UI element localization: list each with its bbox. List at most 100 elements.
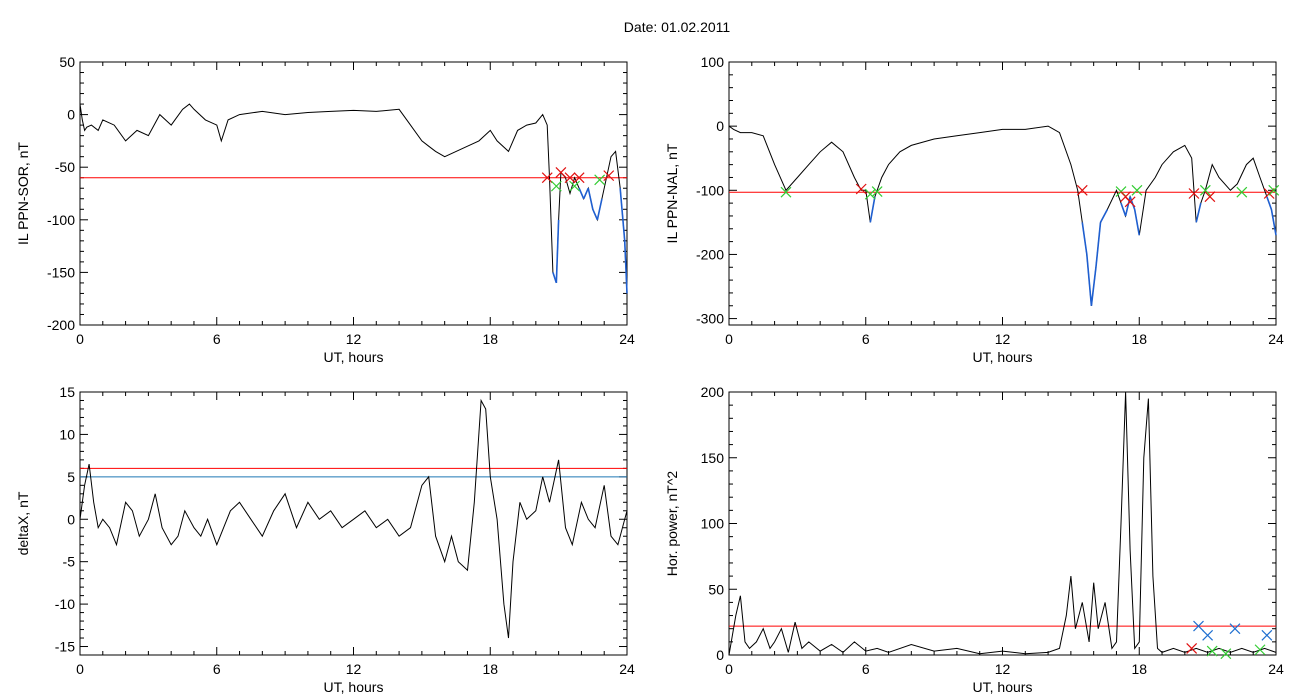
event-marker	[1236, 186, 1248, 198]
event-marker	[541, 172, 553, 184]
y-tick-label: 100	[701, 516, 725, 532]
y-axis-label: IL PPN-NAL, nT	[664, 143, 680, 243]
plot-frame	[79, 61, 628, 326]
plot-frame	[728, 391, 1277, 656]
y-tick-label: -200	[47, 317, 75, 333]
x-tick-label: 0	[76, 331, 84, 347]
event-marker	[1124, 196, 1136, 208]
page-title: Date: 01.02.2011	[623, 19, 731, 35]
series-line	[79, 103, 628, 294]
y-axis-label: Hor. power, nT^2	[664, 471, 680, 577]
x-tick-label: 18	[1131, 661, 1147, 677]
series-highlight-segment	[1090, 267, 1097, 306]
chart-panel-deltax: 0 6 12 18 24 -15 -10 -5 0 5 10 15 UT, hours deltaX, n…	[15, 384, 635, 695]
y-tick-label: 50	[59, 54, 75, 70]
x-tick-label: 0	[725, 661, 733, 677]
series-highlight-segment	[596, 198, 603, 220]
event-marker	[1202, 629, 1214, 641]
event-marker	[1206, 645, 1218, 657]
series-highlight-segment	[587, 188, 594, 210]
event-marker	[1186, 643, 1198, 654]
x-tick-label: 6	[213, 661, 221, 677]
x-tick-label: 24	[1268, 661, 1284, 677]
y-tick-label: 0	[67, 511, 75, 527]
y-axis-label: deltaX, nT	[15, 491, 31, 555]
y-tick-label: -300	[696, 311, 724, 327]
y-tick-label: 0	[67, 107, 75, 123]
series-highlight-segment	[869, 196, 876, 223]
y-tick-label: -5	[63, 554, 76, 570]
y-tick-label: 0	[716, 647, 724, 663]
y-tick-label: -100	[47, 212, 75, 228]
y-tick-label: -10	[55, 596, 75, 612]
event-marker	[1204, 191, 1216, 203]
y-tick-label: 100	[701, 54, 725, 70]
event-marker	[1254, 644, 1266, 656]
y-tick-label: 5	[67, 469, 75, 485]
y-tick-label: 0	[716, 118, 724, 134]
series-highlight-segment	[1081, 222, 1088, 255]
series-highlight-segment	[1099, 209, 1109, 223]
series-highlight-segment	[592, 208, 599, 221]
event-marker	[550, 180, 562, 192]
event-marker	[1263, 188, 1275, 199]
x-tick-label: 0	[76, 661, 84, 677]
x-tick-label: 6	[862, 661, 870, 677]
event-marker	[1131, 184, 1143, 196]
series-highlight-segment	[619, 188, 626, 241]
series-line	[79, 398, 628, 639]
event-marker	[1220, 648, 1232, 660]
y-tick-label: 200	[701, 384, 725, 400]
x-tick-label: 0	[725, 331, 733, 347]
series-highlight-segment	[1133, 209, 1141, 236]
series-highlight-segment	[1129, 196, 1136, 210]
series-highlight-segment	[1095, 222, 1102, 268]
x-tick-label: 18	[482, 661, 498, 677]
series-line	[728, 391, 1277, 656]
chart-panel-power: 0 6 12 18 24 0 50 100 150 200 UT, hours Hor. power,…	[664, 384, 1284, 695]
x-axis-label: UT, hours	[973, 679, 1033, 695]
x-axis-label: UT, hours	[324, 679, 384, 695]
event-marker	[573, 172, 585, 184]
x-tick-label: 12	[346, 661, 362, 677]
y-tick-label: 15	[59, 384, 75, 400]
x-tick-label: 18	[1131, 331, 1147, 347]
event-marker	[871, 186, 883, 198]
series-highlight-segment	[1270, 209, 1277, 236]
series-highlight-segment	[578, 187, 585, 200]
x-tick-label: 12	[995, 661, 1011, 677]
x-tick-label: 18	[482, 331, 498, 347]
plot-frame	[79, 391, 628, 656]
event-marker	[864, 188, 876, 200]
event-marker	[555, 167, 567, 178]
y-tick-label: -150	[47, 264, 75, 280]
event-marker	[1076, 184, 1088, 196]
event-marker	[855, 183, 867, 195]
y-tick-label: 10	[59, 426, 75, 442]
y-tick-label: -100	[696, 182, 724, 198]
x-axis-label: UT, hours	[324, 349, 384, 365]
event-marker	[1268, 184, 1280, 196]
series-highlight-segment	[582, 187, 589, 200]
event-marker	[1229, 623, 1241, 635]
event-marker	[1188, 188, 1200, 199]
x-tick-label: 24	[619, 661, 635, 677]
x-tick-label: 24	[619, 331, 635, 347]
event-marker	[594, 174, 606, 186]
event-marker	[564, 172, 576, 184]
x-axis-label: UT, hours	[973, 349, 1033, 365]
series-highlight-segment	[1195, 202, 1202, 223]
x-tick-label: 12	[346, 331, 362, 347]
x-tick-label: 24	[1268, 331, 1284, 347]
series-highlight-segment	[623, 240, 628, 294]
event-marker	[603, 170, 615, 182]
x-tick-label: 6	[213, 331, 221, 347]
y-tick-label: -50	[55, 159, 75, 175]
y-tick-label: -15	[55, 639, 75, 655]
y-tick-label: 50	[708, 581, 724, 597]
series-highlight-segment	[1120, 202, 1127, 217]
event-marker	[569, 180, 581, 192]
series-highlight-segment	[1266, 196, 1273, 210]
x-tick-label: 12	[995, 331, 1011, 347]
